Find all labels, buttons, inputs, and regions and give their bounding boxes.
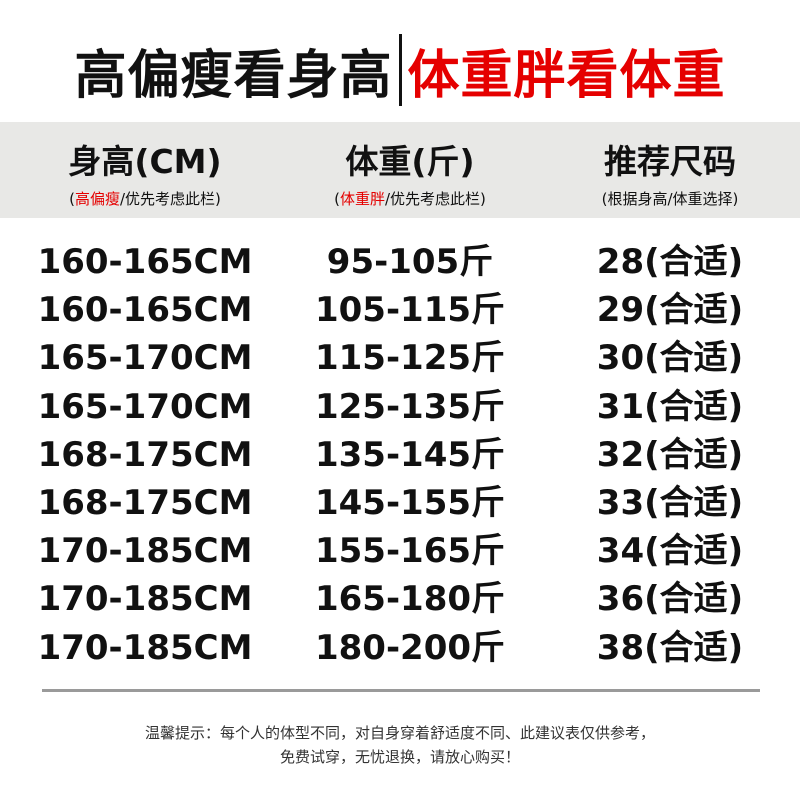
table-row: 170-185CM 180-200斤 38(合适) bbox=[0, 624, 800, 672]
size-cell: 32(合适) bbox=[596, 434, 744, 475]
sub-open: ( bbox=[334, 190, 340, 208]
table-row: 160-165CM 105-115斤 29(合适) bbox=[0, 286, 800, 334]
size-cell: 38(合适) bbox=[596, 627, 744, 668]
weight-cell: 145-155斤 bbox=[314, 482, 506, 523]
height-cell: 170-185CM bbox=[37, 531, 253, 572]
note-line-1: 温馨提示：每个人的体型不同，对自身穿着舒适度不同、此建议表仅供参考， bbox=[144, 724, 655, 742]
weight-cell: 95-105斤 bbox=[326, 242, 494, 282]
sub-open: ( bbox=[69, 190, 75, 208]
weight-cell: 135-145斤 bbox=[314, 434, 506, 475]
page-title: 高偏瘦看身高 体重胖看体重 bbox=[0, 30, 800, 110]
height-cell: 160-165CM bbox=[37, 242, 253, 282]
header-weight: 体重(斤) bbox=[345, 142, 475, 181]
title-separator bbox=[398, 34, 402, 106]
height-cell: 165-170CM bbox=[37, 338, 253, 379]
height-cell: 160-165CM bbox=[37, 290, 253, 331]
table-row: 170-185CM 155-165斤 34(合适) bbox=[0, 527, 800, 575]
subheader-height: (高偏瘦/优先考虑此栏) bbox=[5, 188, 285, 209]
height-cell: 168-175CM bbox=[37, 434, 253, 475]
size-cell: 29(合适) bbox=[596, 290, 744, 331]
size-cell: 33(合适) bbox=[596, 482, 744, 523]
weight-cell: 115-125斤 bbox=[314, 338, 506, 379]
weight-cell: 105-115斤 bbox=[314, 290, 506, 331]
header-band bbox=[0, 122, 800, 218]
size-cell: 36(合适) bbox=[596, 579, 744, 620]
height-cell: 168-175CM bbox=[37, 482, 253, 523]
size-cell: 30(合适) bbox=[596, 338, 744, 379]
divider bbox=[42, 689, 760, 692]
table-row: 165-170CM 115-125斤 30(合适) bbox=[0, 334, 800, 382]
header-height: 身高(CM) bbox=[68, 142, 222, 181]
weight-cell: 180-200斤 bbox=[314, 627, 506, 668]
sub-highlight: 体重胖 bbox=[339, 190, 385, 208]
height-cell: 170-185CM bbox=[37, 579, 253, 620]
table-row: 170-185CM 165-180斤 36(合适) bbox=[0, 575, 800, 623]
title-right: 体重胖看体重 bbox=[407, 45, 726, 106]
table-row: 168-175CM 135-145斤 32(合适) bbox=[0, 431, 800, 479]
weight-cell: 125-135斤 bbox=[314, 386, 506, 427]
weight-cell: 165-180斤 bbox=[314, 579, 506, 620]
size-cell: 34(合适) bbox=[596, 531, 744, 572]
note-line-2: 免费试穿，无忧退换，请放心购买！ bbox=[279, 748, 520, 766]
sub-rest: /优先考虑此栏) bbox=[119, 190, 221, 208]
title-left: 高偏瘦看身高 bbox=[74, 45, 393, 106]
sub-rest: /优先考虑此栏) bbox=[384, 190, 486, 208]
header-size: 推荐尺码 bbox=[604, 142, 736, 181]
subheader-weight: (体重胖/优先考虑此栏) bbox=[270, 188, 550, 209]
table-row: 168-175CM 145-155斤 33(合适) bbox=[0, 479, 800, 527]
table-row: 160-165CM 95-105斤 28(合适) bbox=[0, 238, 800, 286]
table-row: 165-170CM 125-135斤 31(合适) bbox=[0, 383, 800, 431]
size-table: 160-165CM 95-105斤 28(合适) 160-165CM 105-115斤 2… bbox=[0, 238, 800, 672]
height-cell: 170-185CM bbox=[37, 627, 253, 668]
sub-highlight: 高偏瘦 bbox=[74, 190, 120, 208]
size-cell: 28(合适) bbox=[596, 242, 744, 282]
weight-cell: 155-165斤 bbox=[314, 531, 506, 572]
height-cell: 165-170CM bbox=[37, 386, 253, 427]
sub-rest: (根据身高/体重选择) bbox=[601, 190, 739, 208]
size-cell: 31(合适) bbox=[596, 386, 744, 427]
subheader-size: (根据身高/体重选择) bbox=[530, 188, 800, 209]
